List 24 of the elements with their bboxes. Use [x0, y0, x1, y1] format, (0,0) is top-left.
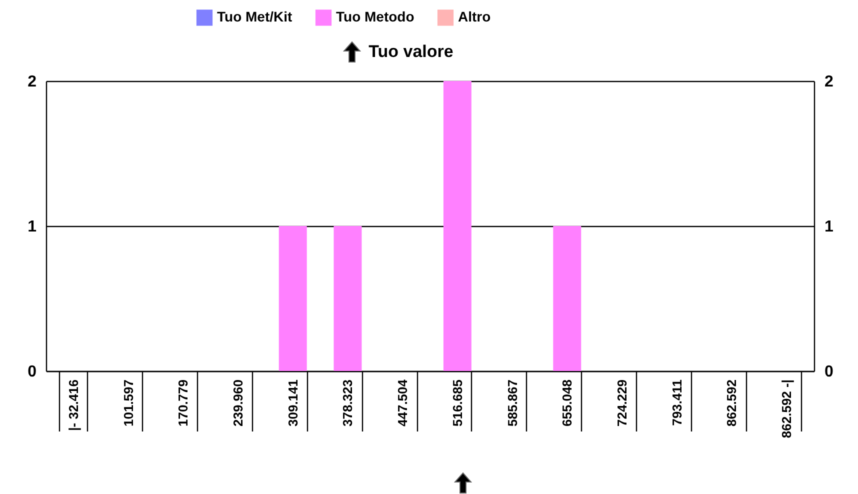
- legend-label: Altro: [458, 8, 491, 25]
- x-tick-label: 793.411: [669, 380, 684, 426]
- text: Tuo valore: [368, 42, 454, 62]
- x-tick-label: 378.323: [340, 380, 356, 426]
- legend-label: Tuo Met/Kit: [217, 8, 293, 25]
- y2-tick-label: 2: [824, 74, 834, 90]
- x-tick-label: |- 32.416: [66, 380, 81, 431]
- y-tick-label: 2: [28, 74, 37, 90]
- x-tick-label: 239.960: [230, 380, 246, 426]
- x-tick-label: 170.779: [176, 380, 191, 426]
- y-tick-label: 1: [28, 218, 37, 236]
- x-tick-label: 585.867: [504, 380, 520, 426]
- y2-tick-label: 1: [824, 218, 834, 236]
- x-tick-label: 862.592 -|: [779, 380, 794, 438]
- x-tick-label: 447.504: [395, 378, 410, 426]
- x-tick-label: 101.597: [120, 380, 136, 426]
- legend-label: Tuo Metodo: [336, 8, 414, 25]
- y-tick-label: 0: [28, 364, 37, 380]
- x-tick-label: 724.229: [614, 380, 630, 426]
- x-tick-label: 862.592: [724, 380, 740, 426]
- x-tick-label: 655.048: [560, 380, 575, 426]
- x-tick-label: 516.685: [450, 380, 465, 426]
- y2-tick-label: 0: [824, 364, 834, 380]
- x-tick-label: 309.141: [285, 380, 300, 426]
